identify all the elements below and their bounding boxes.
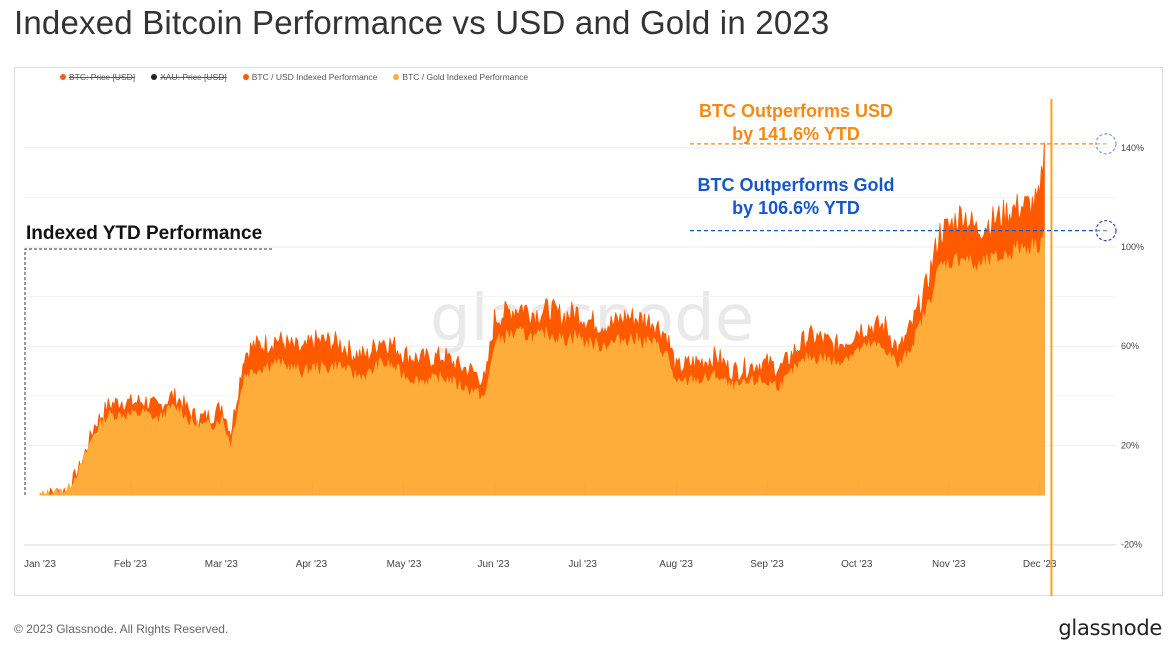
x-tick-label: Dec '23 xyxy=(1023,559,1057,570)
legend-dot-xau-price xyxy=(151,74,158,80)
x-tick-label: Jul '23 xyxy=(568,559,597,570)
x-tick-label: Aug '23 xyxy=(659,559,693,570)
chart-legend: BTC: Price [USD] XAU: Price [USD] BTC / … xyxy=(60,72,528,82)
indexed-box-label: Indexed YTD Performance xyxy=(26,223,262,244)
y-tick-label: 140% xyxy=(1121,143,1144,153)
y-tick-label: -20% xyxy=(1121,540,1142,550)
gold-annotation-line2: by 106.6% YTD xyxy=(732,198,860,218)
legend-item-btc-usd[interactable]: BTC / USD Indexed Performance xyxy=(242,72,378,82)
copyright-text: © 2023 Glassnode. All Rights Reserved. xyxy=(14,622,229,636)
x-tick-label: Apr '23 xyxy=(296,559,328,570)
page-title: Indexed Bitcoin Performance vs USD and G… xyxy=(14,4,830,41)
usd-annotation-line1: BTC Outperforms USD xyxy=(699,101,893,121)
usd-endpoint-marker xyxy=(1095,133,1117,155)
gold-endpoint-marker xyxy=(1095,220,1117,242)
x-tick-label: Nov '23 xyxy=(932,559,966,570)
legend-item-btc-price[interactable]: BTC: Price [USD] xyxy=(60,72,135,82)
legend-item-xau-price[interactable]: XAU: Price [USD] xyxy=(151,72,227,82)
x-tick-label: Jan '23 xyxy=(24,559,56,570)
x-tick-label: Mar '23 xyxy=(205,559,238,570)
legend-label: BTC / USD Indexed Performance xyxy=(251,72,378,82)
x-tick-label: Sep '23 xyxy=(750,559,784,570)
y-tick-label: 20% xyxy=(1121,440,1139,450)
chart-frame xyxy=(14,67,1163,596)
usd-annotation-line2: by 141.6% YTD xyxy=(732,124,860,144)
gold-annotation-line1: BTC Outperforms Gold xyxy=(698,175,895,195)
y-tick-label: 100% xyxy=(1121,242,1144,252)
x-tick-label: Feb '23 xyxy=(114,559,147,570)
x-tick-label: Jun '23 xyxy=(478,559,510,570)
legend-dot-btc-price xyxy=(60,74,66,80)
glassnode-logo: glassnode xyxy=(1058,616,1162,640)
legend-dot-btc-usd xyxy=(242,74,249,80)
legend-item-btc-gold[interactable]: BTC / Gold Indexed Performance xyxy=(393,72,528,82)
y-tick-label: 60% xyxy=(1121,341,1139,351)
series-btc-gold-area xyxy=(39,229,1045,496)
x-tick-label: Oct '23 xyxy=(841,559,873,570)
legend-dot-btc-gold xyxy=(393,74,400,80)
legend-label: BTC / Gold Indexed Performance xyxy=(402,72,529,82)
x-tick-label: May '23 xyxy=(387,559,422,570)
legend-label: BTC: Price [USD] xyxy=(69,72,136,82)
indexed-box-outline xyxy=(24,248,274,495)
legend-label: XAU: Price [USD] xyxy=(160,72,227,82)
